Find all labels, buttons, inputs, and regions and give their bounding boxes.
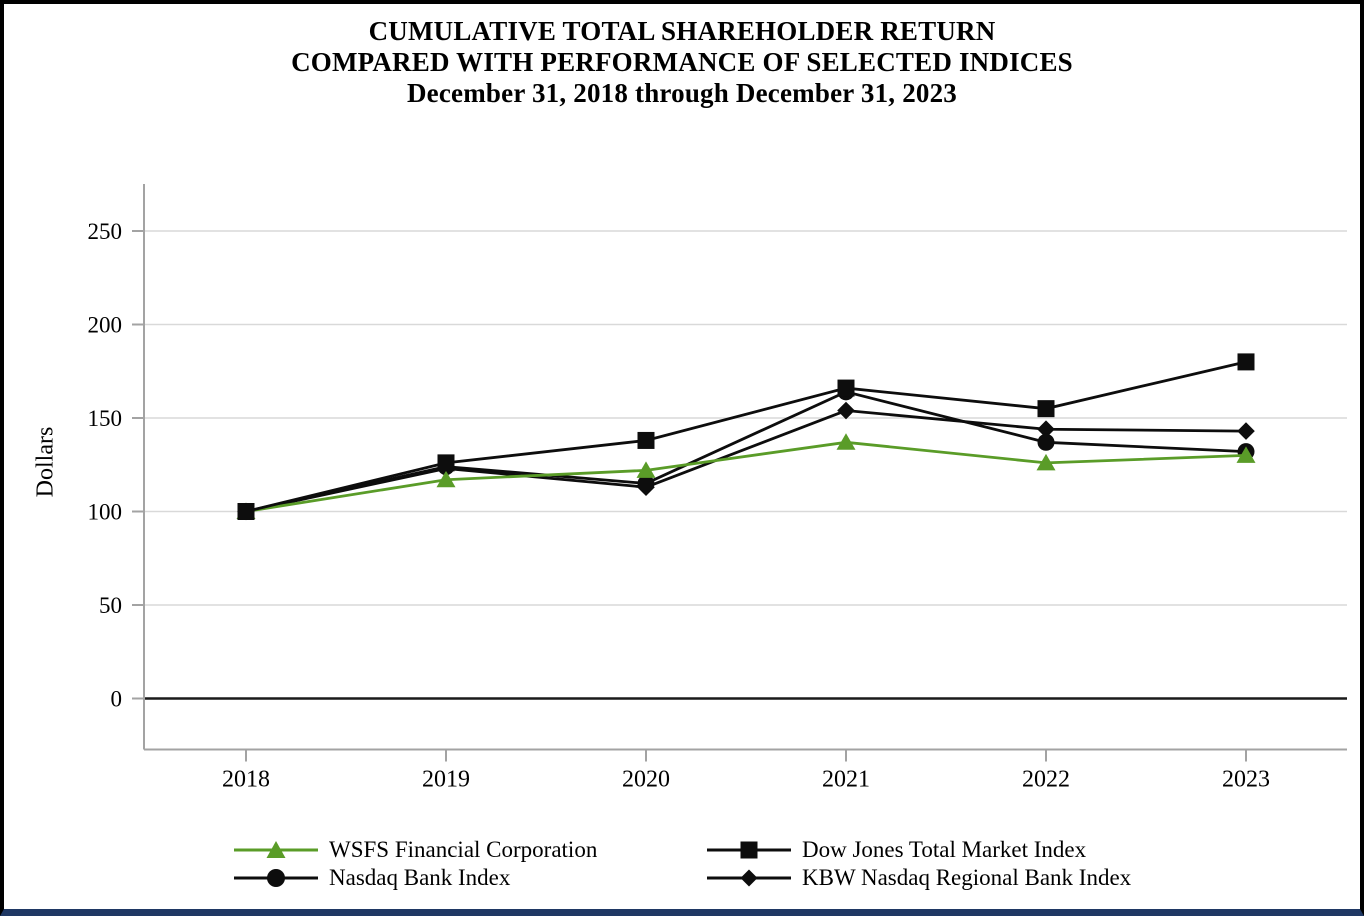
legend-item-kbw: KBW Nasdaq Regional Bank Index — [705, 864, 1131, 892]
triangle-marker-icon — [1236, 446, 1256, 463]
y-tick-label: 200 — [88, 313, 123, 338]
series-line-1 — [245, 360, 1247, 513]
triangle-marker-icon — [836, 433, 856, 450]
square-marker-icon — [1237, 353, 1255, 371]
legend-label: Dow Jones Total Market Index — [802, 837, 1087, 862]
square-marker-icon — [837, 379, 855, 397]
legend-label: KBW Nasdaq Regional Bank Index — [802, 865, 1132, 890]
y-tick-label: 250 — [88, 219, 123, 244]
circle-marker-icon — [267, 869, 285, 887]
triangle-marker-icon — [1036, 453, 1056, 471]
legend-item-nasdaq-bank: Nasdaq Bank Index — [232, 864, 510, 892]
diamond-marker-icon — [1237, 422, 1255, 440]
y-axis-title: Dollars — [32, 426, 59, 498]
x-tick-label: 2020 — [622, 767, 670, 793]
nasdaq-bank-legend-swatch — [234, 869, 318, 887]
x-tick-label: 2021 — [822, 767, 870, 793]
y-tick-label: 50 — [99, 593, 122, 618]
kbw-legend-swatch — [707, 869, 791, 887]
dow-jones-legend-swatch — [707, 841, 791, 859]
legend-label: Nasdaq Bank Index — [329, 865, 511, 890]
x-tick-label: 2022 — [1022, 767, 1070, 793]
chart-title-line1: CUMULATIVE TOTAL SHAREHOLDER RETURN — [368, 16, 996, 46]
triangle-marker-icon — [636, 461, 656, 478]
circle-marker-icon — [1037, 433, 1055, 451]
square-marker-icon — [437, 454, 455, 472]
y-tick-label: 150 — [88, 406, 123, 431]
series-line-0 — [245, 440, 1247, 513]
square-marker-icon — [237, 503, 255, 520]
triangle-marker-icon — [436, 470, 456, 488]
y-tick-label: 100 — [88, 500, 123, 525]
chart-title-line3: December 31, 2018 through December 31, 2… — [406, 78, 957, 108]
x-tick-label: 2019 — [422, 767, 470, 793]
diamond-marker-icon — [740, 869, 758, 887]
tsr-line-chart: 0 50 100 150 200 250 2018 2019 2020 2021 2022 2023 — [88, 184, 1347, 793]
x-tick-label: 2018 — [222, 767, 270, 793]
legend-item-wsfs: WSFS Financial Corporation — [232, 836, 597, 864]
triangle-marker-icon — [266, 841, 286, 858]
chart-title-block: CUMULATIVE TOTAL SHAREHOLDER RETURN COMP… — [4, 16, 1360, 109]
diamond-marker-icon — [1037, 420, 1055, 439]
chart-title-line2: COMPARED WITH PERFORMANCE OF SELECTED IN… — [291, 47, 1073, 77]
series-line-3 — [245, 409, 1247, 513]
series-line-2 — [245, 390, 1247, 513]
circle-marker-icon — [637, 474, 655, 492]
y-tick-label: 0 — [111, 687, 123, 712]
wsfs-legend-swatch — [234, 841, 318, 858]
square-marker-icon — [1037, 400, 1055, 418]
x-tick-label: 2023 — [1222, 767, 1270, 793]
square-marker-icon — [637, 431, 655, 449]
legend-item-dow-jones: Dow Jones Total Market Index — [705, 836, 1086, 864]
legend-label: WSFS Financial Corporation — [329, 837, 598, 862]
diamond-marker-icon — [837, 401, 855, 420]
square-marker-icon — [740, 841, 758, 859]
